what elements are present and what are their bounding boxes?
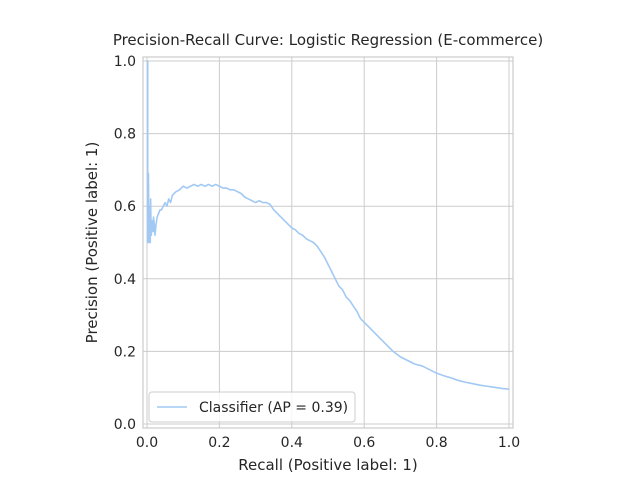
- x-tick-label: 0.0: [136, 435, 158, 451]
- y-axis-ticks: 0.0 0.2 0.4 0.6 0.8 1.0: [114, 54, 136, 433]
- x-axis-ticks: 0.0 0.2 0.4 0.6 0.8 1.0: [136, 435, 520, 451]
- y-tick-label: 0.2: [114, 344, 136, 360]
- axes-spine: [142, 56, 514, 429]
- y-tick-label: 1.0: [114, 54, 136, 70]
- plot-area: [143, 57, 513, 428]
- legend: Classifier (AP = 0.39): [148, 391, 356, 423]
- y-axis-label: Precision (Positive label: 1): [83, 142, 101, 344]
- series-group: [146, 60, 510, 390]
- x-tick-label: 1.0: [498, 435, 520, 451]
- legend-label-classifier: Classifier (AP = 0.39): [199, 400, 348, 416]
- grid: [143, 57, 513, 428]
- x-axis-label: Recall (Positive label: 1): [238, 456, 417, 474]
- x-tick-label: 0.2: [208, 435, 230, 451]
- y-tick-label: 0.6: [114, 199, 136, 215]
- chart-title: Precision-Recall Curve: Logistic Regress…: [113, 31, 543, 49]
- x-tick-label: 0.6: [353, 435, 375, 451]
- x-tick-label: 0.4: [281, 435, 303, 451]
- axes-frame: [142, 56, 514, 429]
- y-tick-label: 0.4: [114, 272, 136, 288]
- y-tick-label: 0.8: [114, 127, 136, 143]
- y-tick-label: 0.0: [114, 417, 136, 433]
- x-tick-label: 0.8: [425, 435, 447, 451]
- series-line-classifier: [146, 60, 510, 390]
- legend-box: [148, 391, 356, 423]
